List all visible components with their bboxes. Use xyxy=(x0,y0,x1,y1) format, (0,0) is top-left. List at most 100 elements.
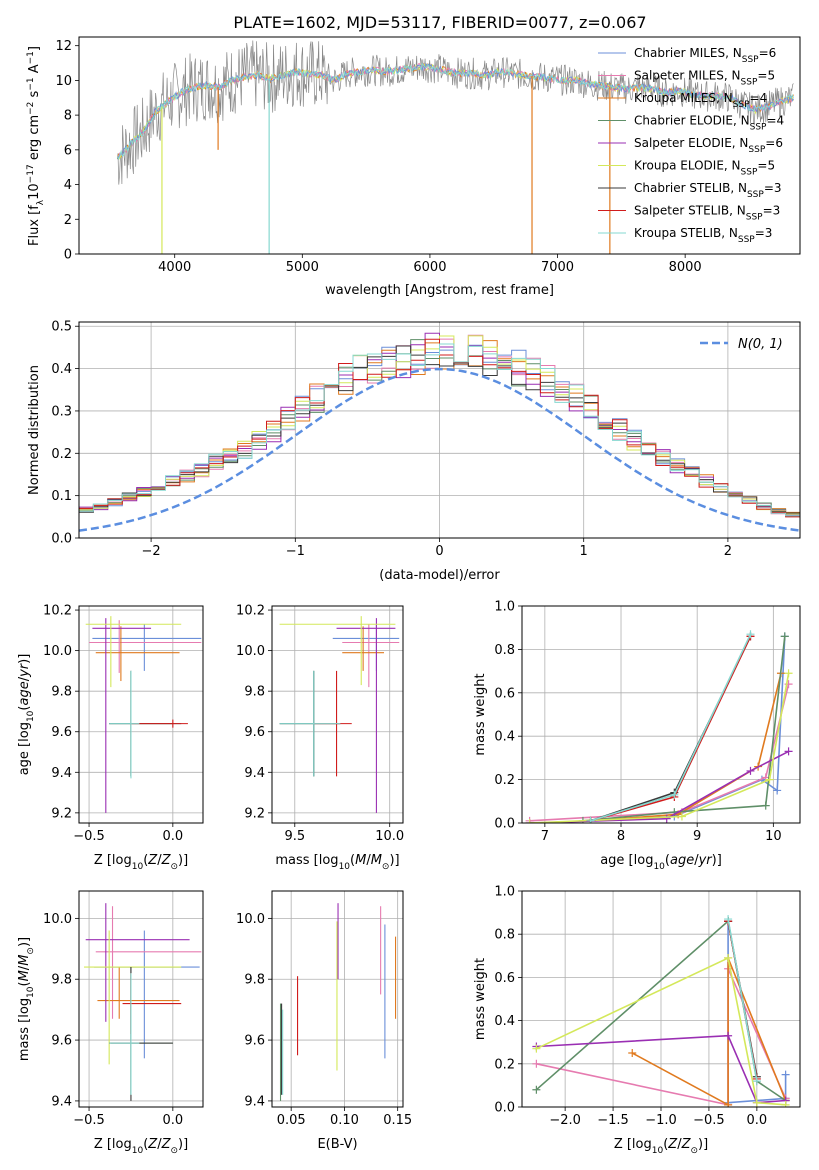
label-part: M xyxy=(355,853,366,868)
y-tick-label: 8 xyxy=(64,109,72,124)
plus-marker xyxy=(752,1098,761,1107)
x-tick-label: 0.0 xyxy=(162,1113,183,1128)
label-part: ⊙ xyxy=(690,1146,698,1156)
label-part: ( xyxy=(143,853,148,868)
legend-label: Kroupa STELIB, NSSP=3 xyxy=(634,226,772,245)
y-axis-label: age [log10(age/yr)] xyxy=(17,654,36,776)
plus-marker xyxy=(724,1031,733,1040)
label-part: Z [log xyxy=(614,1137,652,1152)
weight-line xyxy=(582,636,786,822)
plus-marker xyxy=(746,630,755,639)
y-tick-label: 9.2 xyxy=(244,806,265,821)
x-axis-label: wavelength [Angstrom, rest frame] xyxy=(325,283,554,298)
x-tick-label: 9.5 xyxy=(284,829,305,844)
label-part: 10 xyxy=(27,183,42,200)
label-part: 10 xyxy=(132,1146,144,1156)
label-part: Kroupa ELODIE, N xyxy=(634,159,741,173)
label-part: ( xyxy=(350,853,355,868)
label-part: 10 xyxy=(339,862,351,872)
label-part: A xyxy=(27,64,42,77)
label-part: 10 xyxy=(653,862,665,872)
label-part: M xyxy=(17,970,32,981)
x-tick-label: −0.5 xyxy=(73,1113,105,1128)
label-part: =3 xyxy=(764,181,782,195)
residual-histogram xyxy=(79,335,800,521)
residual-histogram xyxy=(79,343,800,519)
x-tick-label: −2 xyxy=(142,544,161,559)
plus-marker xyxy=(677,812,686,821)
y-tick-label: 10.0 xyxy=(236,644,265,659)
y-tick-label: 2 xyxy=(64,213,72,228)
label-part: Z xyxy=(161,1137,172,1152)
y-tick-label: 6 xyxy=(64,143,72,158)
label-part: SSP xyxy=(750,123,767,133)
axes-frame xyxy=(78,36,801,255)
plus-marker xyxy=(784,747,793,756)
axes-spectrum: 4000 5000 6000 7000 8000 0 2 4 6 8 10 12 Chabrier MI… xyxy=(26,36,801,298)
x-axis-label: E(B-V) xyxy=(317,1137,357,1152)
label-part: )] xyxy=(17,937,32,947)
axes-mass-vs-Z: −0.5 0.09.49.69.810.0Z [log10(Z/Z⊙)]mass … xyxy=(17,890,204,1156)
label-part: Z xyxy=(667,1137,678,1152)
label-part: age [log xyxy=(17,722,32,775)
y-tick-label: 0.6 xyxy=(494,971,515,986)
label-part: SSP xyxy=(738,235,755,245)
plus-marker xyxy=(784,669,793,678)
label-part: =4 xyxy=(750,91,768,105)
x-tick-label: −0.5 xyxy=(73,829,105,844)
y-tick-label: 9.8 xyxy=(51,973,72,988)
y-tick-label: 9.8 xyxy=(51,685,72,700)
label-part: Kroupa MILES, N xyxy=(634,91,733,105)
x-axis-label: Z [log10(Z/Z⊙)] xyxy=(94,1137,188,1156)
label-part: Z xyxy=(681,1137,692,1152)
x-tick-label: −1.5 xyxy=(597,1113,629,1128)
plus-marker xyxy=(773,786,782,795)
label-part: )] xyxy=(178,1137,188,1152)
y-axis-label: mass weight xyxy=(473,673,488,755)
plot-area xyxy=(116,40,795,254)
y-tick-label: 4 xyxy=(64,178,72,193)
label-part: λ xyxy=(36,199,46,205)
y-axis-label: mass weight xyxy=(473,958,488,1040)
y-tick-label: 10 xyxy=(55,74,72,89)
y-tick-label: 0.2 xyxy=(51,447,72,462)
label-part: ( xyxy=(663,1137,668,1152)
y-tick-label: 9.4 xyxy=(51,766,72,781)
label-part: )] xyxy=(17,654,32,664)
x-tick-label: 7000 xyxy=(541,260,574,275)
label-part: )] xyxy=(712,853,722,868)
label-part: SSP xyxy=(747,190,764,200)
label-part: s xyxy=(27,90,42,101)
label-part: =6 xyxy=(765,136,783,150)
x-tick-label: 0.15 xyxy=(383,1113,412,1128)
y-axis-label: Flux [fλ10−17 erg cm−2 s−1 A−1] xyxy=(26,46,46,246)
residual-histogram xyxy=(79,334,800,518)
label-part: ( xyxy=(143,1137,148,1152)
y-tick-label: 0.5 xyxy=(51,320,72,335)
legend-label: Chabrier ELODIE, NSSP=4 xyxy=(634,114,784,133)
y-axis-label: mass [log10(M/M⊙)] xyxy=(17,937,36,1061)
label-part: =3 xyxy=(763,204,781,218)
label-part: / xyxy=(17,676,32,681)
label-part: =6 xyxy=(759,46,777,60)
label-part: )] xyxy=(389,853,399,868)
plus-marker xyxy=(532,1044,541,1053)
y-tick-label: 9.8 xyxy=(244,973,265,988)
y-tick-label: 1.0 xyxy=(494,600,515,615)
legend-label: N(0, 1) xyxy=(738,337,783,352)
label-part: ( xyxy=(665,853,670,868)
x-tick-label: 6000 xyxy=(413,260,446,275)
legend-label: Salpeter MILES, NSSP=5 xyxy=(634,69,775,88)
y-tick-label: 0 xyxy=(64,248,72,263)
label-part: Chabrier STELIB, N xyxy=(634,181,747,195)
label-part: / xyxy=(366,853,371,868)
y-tick-label: 9.6 xyxy=(51,725,72,740)
axes-mass-vs-ebv: 0.05 0.10 0.15 9.4 9.6 9.8 10.0 E(B-V) xyxy=(236,890,412,1152)
y-tick-label: 0.6 xyxy=(494,686,515,701)
residual-histogram xyxy=(79,345,800,520)
plus-marker xyxy=(781,1100,790,1107)
x-axis-label: mass [log10(M/M⊙)] xyxy=(275,853,399,872)
axes-frame xyxy=(521,890,801,1108)
